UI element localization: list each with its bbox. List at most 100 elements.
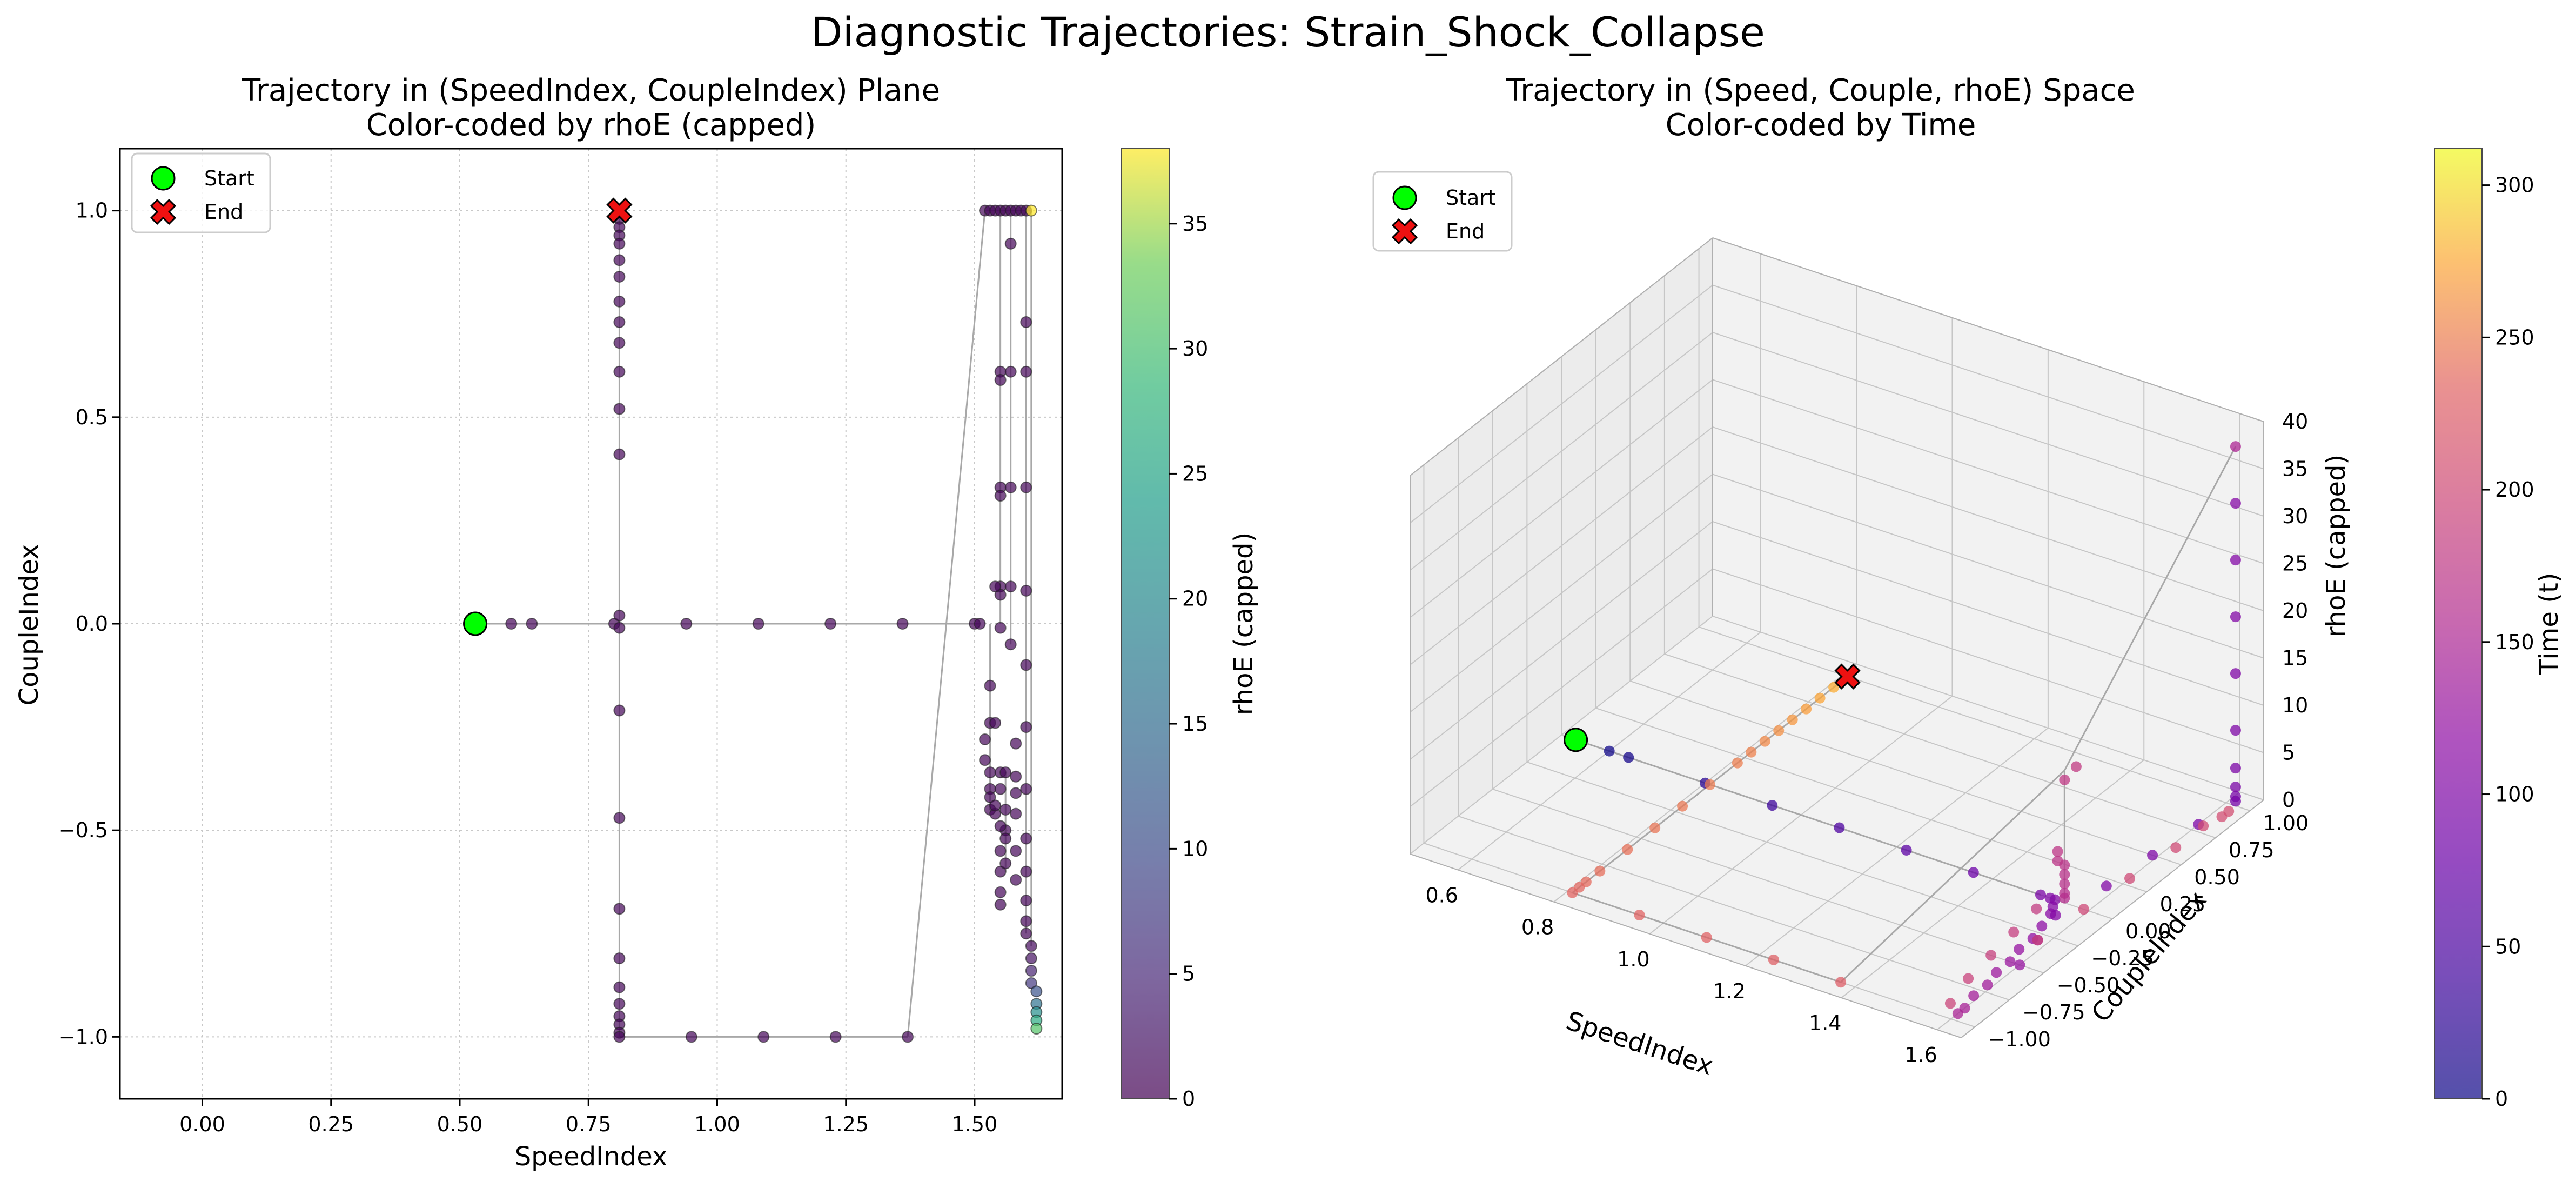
panel1-data-point <box>999 832 1012 845</box>
panel1-data-point <box>1020 927 1032 940</box>
panel2-data-point <box>1622 844 1633 855</box>
panel1-data-point <box>994 886 1007 898</box>
panel2-data-point <box>2230 763 2241 774</box>
panel2-data-point <box>2198 820 2209 832</box>
panel1-data-point <box>979 754 991 766</box>
panel2-data-point <box>1701 932 1712 943</box>
panel2-data-point <box>2223 806 2235 817</box>
panel2-data-point <box>1901 844 1912 856</box>
panel2-xtick-label: 1.4 <box>1809 1011 1841 1035</box>
panel2-data-point <box>2014 944 2025 955</box>
panel2-data-point <box>2230 668 2241 679</box>
panel1-start-end-markers <box>463 197 633 636</box>
panel2-grid-line <box>1712 284 2264 470</box>
panel2-grid-line <box>1712 332 2264 517</box>
panel2-grid-line <box>1527 762 2078 946</box>
panel1-data-point <box>1020 659 1032 671</box>
panel2-grid-line <box>1410 379 1713 618</box>
panel2-grid-line <box>1410 284 1713 524</box>
panel2-start-marker <box>1564 728 1588 752</box>
panel2-colorbar: 0 50 100 150 200 250 300 Time (t) <box>2434 148 2564 1111</box>
panel2-data-point <box>2059 878 2070 890</box>
panel2-colorbar-ticks: 0 50 100 150 200 250 300 <box>2482 173 2534 1111</box>
panel1-xlabel: SpeedIndex <box>515 1142 668 1172</box>
panel2-data-point <box>2230 555 2241 566</box>
panel1-data-point <box>757 1031 770 1043</box>
panel2-legend-end-label: End <box>1446 219 1485 243</box>
panel2-data-point <box>2147 850 2158 861</box>
panel1-data-point <box>1030 985 1043 998</box>
panel2-grid-line <box>1410 426 1713 665</box>
panel1-data-point <box>526 618 538 630</box>
panel2-colorbar-tick-label: 250 <box>2495 325 2534 349</box>
panel2-data-point <box>1801 703 1812 715</box>
panel1-data-point <box>896 618 909 630</box>
panel2-title-line2: Color-coded by Time <box>1666 108 1976 143</box>
panel1-legend-start-label: Start <box>204 166 254 190</box>
panel1-points <box>469 204 1043 1043</box>
panel2-ztick-label: 40 <box>2282 410 2308 433</box>
panel1-data-point <box>979 733 991 746</box>
panel1-data-point <box>989 580 1002 593</box>
panel2-data-point <box>2050 910 2061 921</box>
panel2-xtick-label: 1.6 <box>1904 1043 1937 1067</box>
panel2-data-point <box>2230 791 2241 802</box>
panel2-pane-edge <box>1961 799 2264 1038</box>
panel1-ytick-label: 0.0 <box>76 612 108 636</box>
panel1-legend-end-marker <box>150 198 177 225</box>
panel1-data-point <box>994 374 1007 386</box>
panel2-data-point <box>2230 611 2241 623</box>
panel1-data-point <box>613 337 626 349</box>
panel2-ytick-label: 0.25 <box>2160 892 2206 916</box>
panel1-data-point <box>984 679 996 692</box>
panel2-grid-line <box>1712 521 2264 706</box>
panel2-data-point <box>2014 959 2025 971</box>
panel1-legend-start-marker <box>151 166 176 191</box>
panel1-data-point <box>1004 580 1017 593</box>
panel1-data-point <box>1020 316 1032 329</box>
panel1-data-point <box>829 1031 842 1043</box>
panel1-start-marker <box>463 611 488 636</box>
panel1-title-line1: Trajectory in (SpeedIndex, CoupleIndex) … <box>242 73 940 108</box>
panel1-colorbar-tick-label: 15 <box>1182 712 1208 736</box>
panel2-data-point <box>2059 774 2070 785</box>
panel1-data-point <box>1020 895 1032 907</box>
panel2-ytick-label: 0.50 <box>2194 865 2240 889</box>
panel1-data-point <box>1025 952 1037 965</box>
panel2-data-point <box>2052 846 2063 857</box>
panel1-xtick-label: 1.50 <box>952 1112 998 1136</box>
panel1-xtick-label: 0.50 <box>437 1112 483 1136</box>
panel2-grid-line <box>1410 332 1713 571</box>
panel2-data-point <box>1991 967 2002 978</box>
panel1-yticks: −1.0 −0.5 0.0 0.5 1.0 <box>58 199 120 1049</box>
panel2-data-point <box>1968 990 1980 1002</box>
panel1-xticks: 0.00 0.25 0.50 0.75 1.00 1.25 1.50 <box>179 1099 997 1136</box>
panel2-data-point <box>1767 800 1778 811</box>
panel1-colorbar-tick-label: 0 <box>1182 1087 1195 1111</box>
panel2-data-point <box>1594 865 1606 877</box>
panel1-data-point <box>902 1031 914 1043</box>
panel2-data-point <box>2052 855 2063 866</box>
panel2-pane-edge <box>1410 237 1713 476</box>
panel2-data-point <box>1963 973 1974 984</box>
panel2-trajectory-segment <box>2063 446 2237 771</box>
panel2-ytick-label: 0.75 <box>2229 838 2275 862</box>
panel1-data-point <box>1004 638 1017 651</box>
panel1-ytick-label: −0.5 <box>58 818 108 842</box>
panel1-data-point <box>613 295 626 308</box>
panel2-grid-line <box>1712 426 2264 611</box>
panel2-data-point <box>1828 682 1840 693</box>
panel2-trajectory-segment <box>1840 770 2065 983</box>
panel2-data-point <box>1677 800 1688 812</box>
panel1-data-point <box>505 618 518 630</box>
panel2-data-point <box>1787 714 1798 725</box>
panel2-data-point <box>2059 887 2070 899</box>
panel1-colorbar-gradient <box>1121 148 1170 1099</box>
panel2-data-point <box>2230 441 2241 452</box>
panel1-legend-end-label: End <box>204 200 243 224</box>
panel1-data-point <box>1004 481 1017 493</box>
panel1-xtick-label: 0.00 <box>179 1112 225 1136</box>
panel1-data-point <box>613 1031 626 1043</box>
panel1-colorbar-tick-label: 20 <box>1182 587 1208 611</box>
